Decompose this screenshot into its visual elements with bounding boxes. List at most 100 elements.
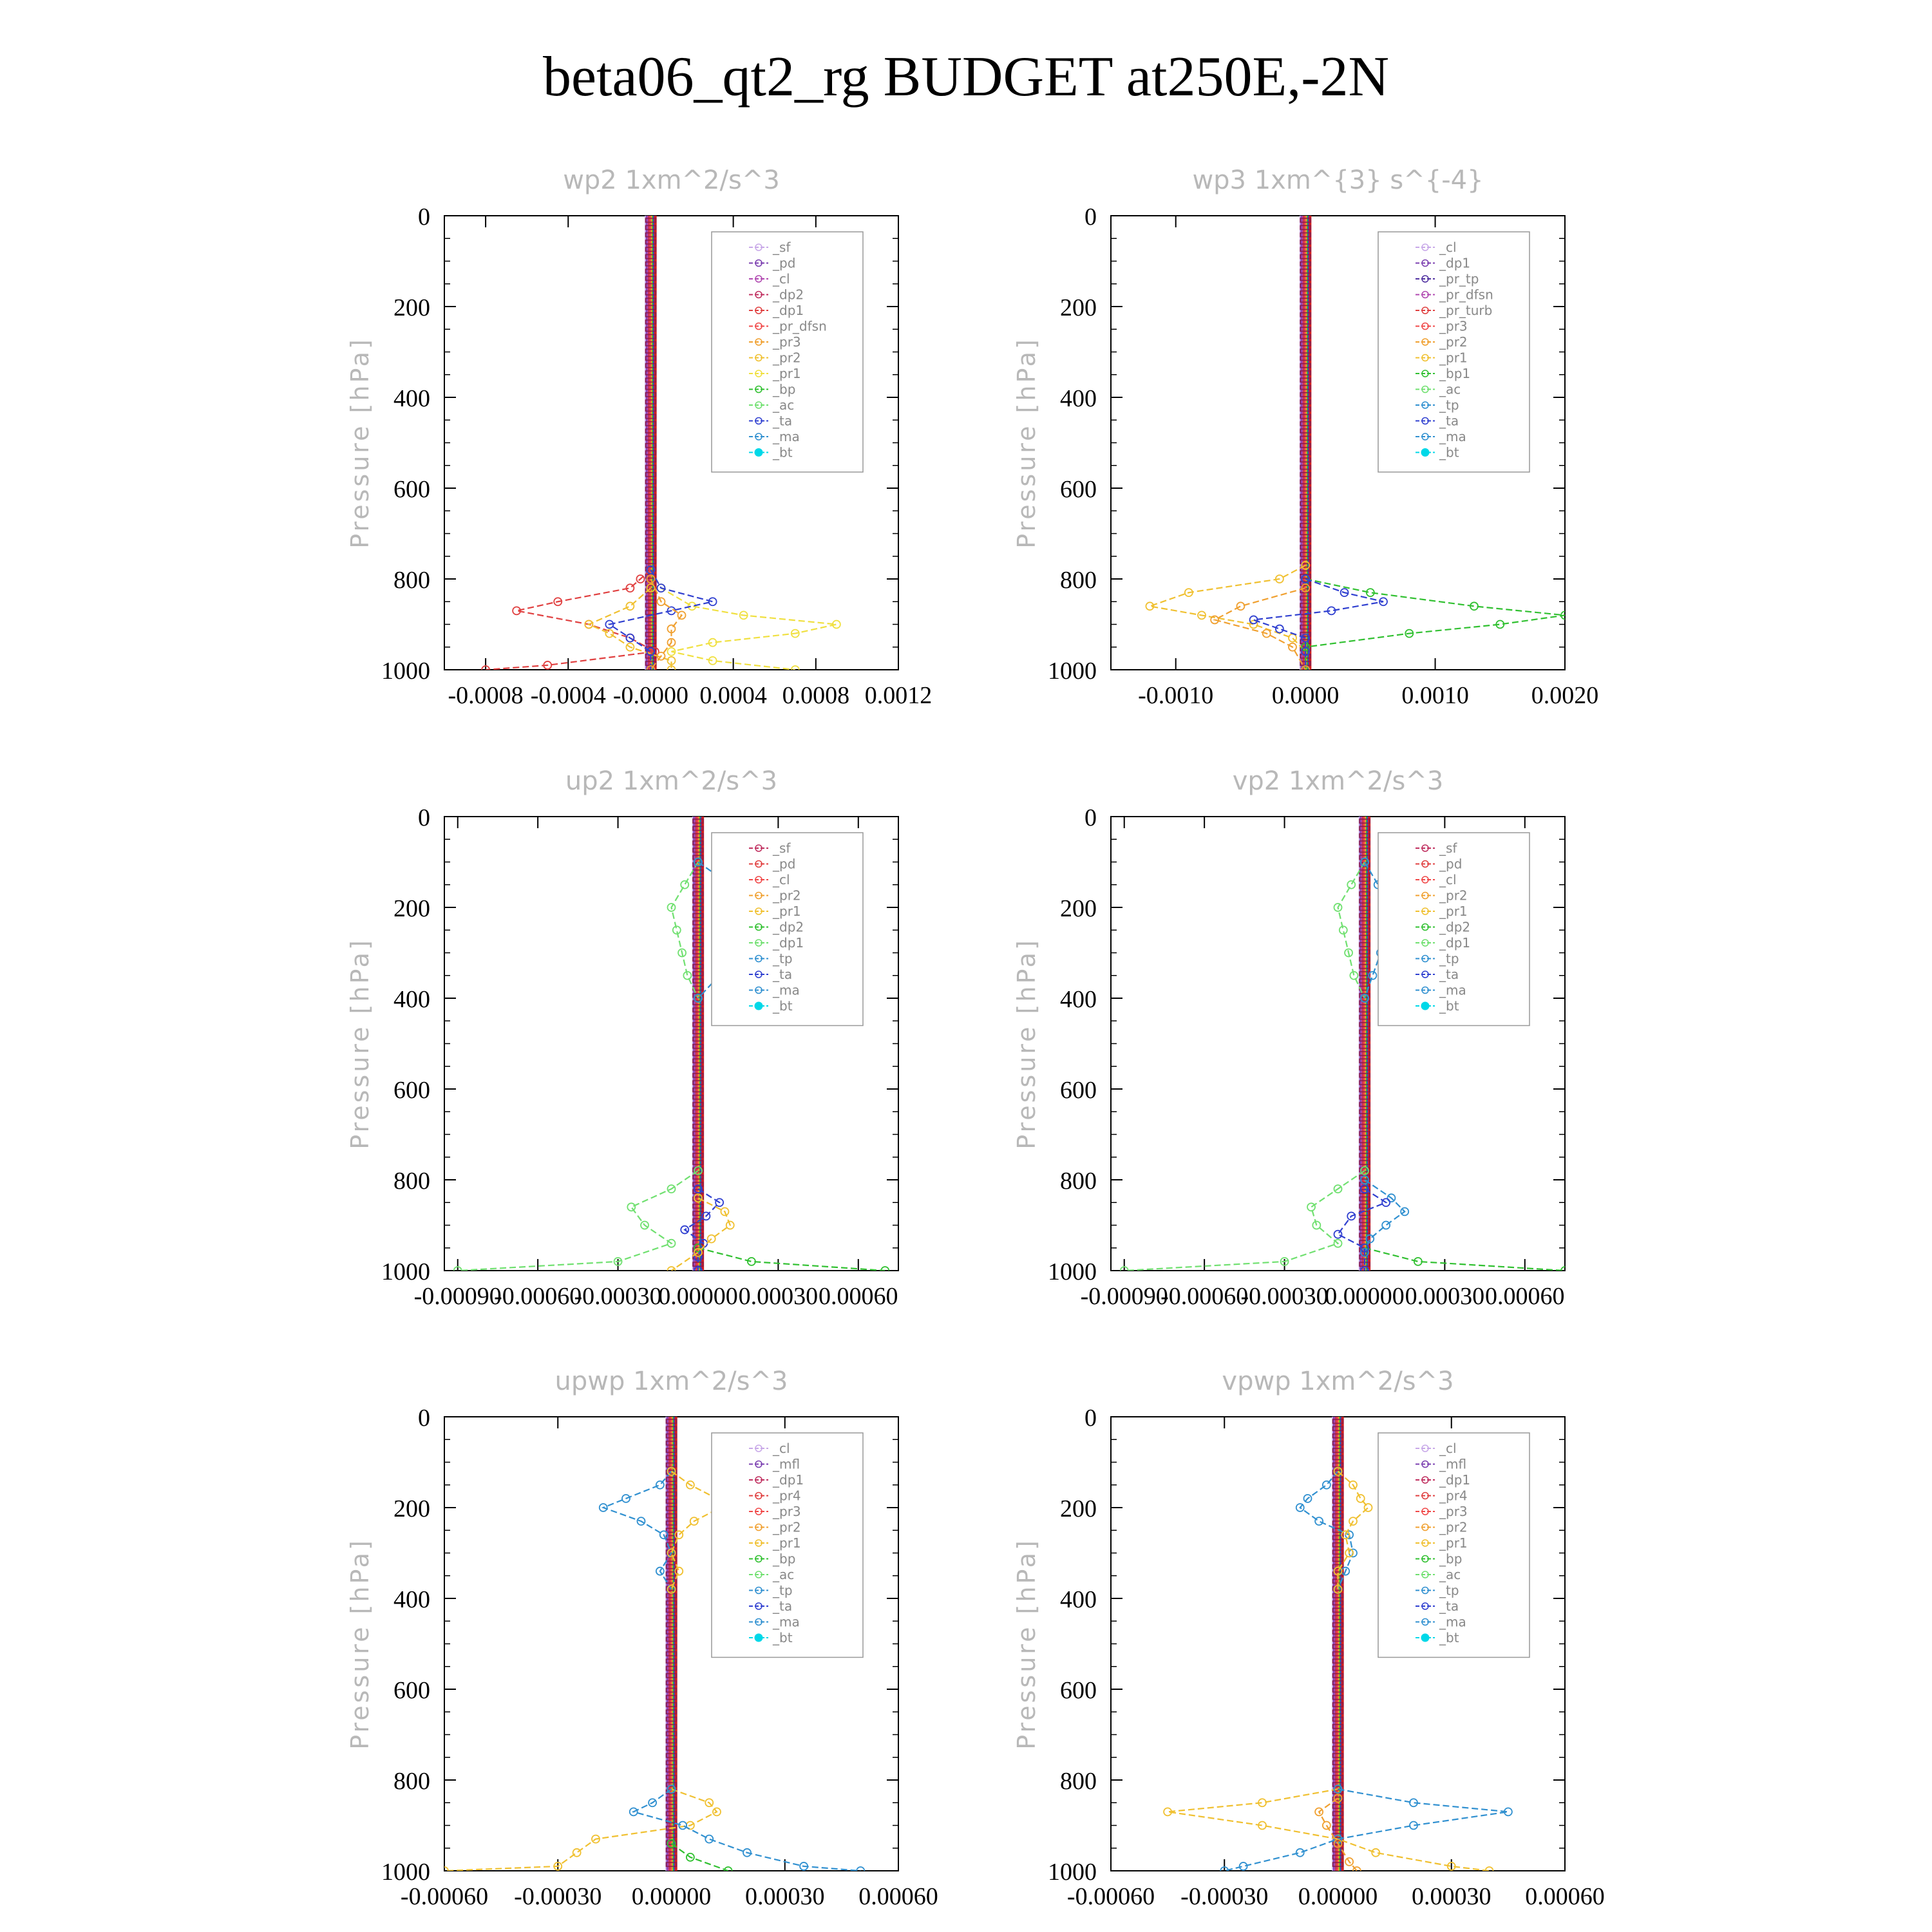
legend-label: _dp2: [1439, 920, 1470, 935]
zero-bundle-marker: [1359, 1065, 1370, 1071]
x-tick-label: 0.00060: [1525, 1883, 1605, 1910]
zero-bundle-marker: [665, 1767, 677, 1773]
zero-bundle-marker: [665, 1665, 677, 1671]
zero-bundle-marker: [645, 276, 657, 281]
chart-panel-6: vpwp 1xm^2/s^3 0 200 400 600 800 1000-0.00060-…: [1012, 1367, 1605, 1910]
zero-bundle-marker: [665, 1687, 677, 1693]
zero-bundle-marker: [645, 269, 657, 274]
y-tick-label: 0: [418, 1405, 430, 1432]
zero-bundle-marker: [1359, 1196, 1370, 1202]
legend-marker: [1421, 401, 1429, 409]
zero-bundle-marker: [1359, 891, 1370, 896]
series-point: [1301, 583, 1311, 592]
zero-bundle-marker: [665, 1600, 677, 1605]
series-point: [1495, 620, 1505, 629]
zero-bundle-marker: [692, 1007, 704, 1013]
legend-marker: [1421, 354, 1429, 362]
zero-bundle-marker: [665, 1862, 677, 1867]
series-point: [1345, 1548, 1354, 1558]
series-point: [625, 642, 635, 652]
zero-bundle-marker: [692, 1065, 704, 1071]
legend-marker: [755, 307, 762, 314]
y-tick-label: 800: [1060, 567, 1097, 594]
legend-label: _dp1: [772, 1472, 804, 1488]
legend-marker: [1421, 370, 1429, 377]
zero-bundle-marker: [692, 1160, 704, 1165]
zero-bundle-marker: [1332, 1665, 1344, 1671]
legend-label: _pr4: [1439, 1488, 1468, 1504]
legend-marker: [1421, 876, 1429, 884]
x-tick-label: -0.0004: [531, 682, 606, 709]
series-point: [1301, 665, 1311, 670]
zero-bundle-marker: [1332, 1775, 1344, 1780]
y-axis-label: Pressure [hPa]: [346, 938, 374, 1150]
legend: _cl_dp1_pr_tp_pr_dfsn_pr_turb_pr3_pr2_pr…: [1378, 231, 1530, 473]
series-line-ta: [683, 1188, 721, 1271]
zero-bundle-marker: [1300, 312, 1311, 317]
series-point: [672, 925, 681, 935]
zero-bundle-marker: [665, 1506, 677, 1511]
legend-label: _sf: [1439, 840, 1457, 856]
series-point: [1210, 615, 1220, 625]
zero-bundle-marker: [665, 1629, 677, 1634]
legend-label: _pr1: [772, 366, 801, 381]
series-point: [1347, 880, 1356, 889]
legend-marker: [755, 1571, 762, 1578]
legend-label: _ta: [1439, 1598, 1459, 1614]
zero-bundle-marker: [692, 942, 704, 947]
series-point: [646, 565, 656, 574]
y-tick-label: 800: [393, 567, 430, 594]
series-point: [1363, 1503, 1373, 1512]
zero-bundle-marker: [692, 1014, 704, 1020]
legend-marker: [1421, 1618, 1429, 1626]
series-point: [667, 638, 676, 647]
legend-marker: [755, 1618, 762, 1626]
series-point: [1345, 1857, 1354, 1866]
zero-bundle-marker: [1332, 1629, 1344, 1634]
zero-bundle-marker: [1332, 1557, 1344, 1562]
zero-bundle-marker: [1332, 1862, 1344, 1867]
zero-bundle-marker: [1359, 1218, 1370, 1224]
y-tick-label: 800: [1060, 1168, 1097, 1195]
zero-bundle-marker: [1332, 1477, 1344, 1482]
zero-bundle-marker: [645, 493, 657, 499]
zero-bundle-marker: [1332, 1811, 1344, 1816]
legend-marker: [755, 275, 762, 283]
series-point: [685, 1852, 695, 1862]
legend-marker: [1421, 1571, 1429, 1578]
legend-marker: [1421, 1602, 1429, 1610]
legend-marker: [755, 417, 762, 425]
plot-area: [444, 1417, 866, 1871]
zero-bundle-marker: [645, 247, 657, 252]
series-point: [790, 665, 800, 670]
series-line-tp: [1224, 1788, 1509, 1871]
legend-marker: [754, 1633, 763, 1642]
zero-bundle-marker: [1359, 848, 1370, 853]
zero-bundle-marker: [645, 240, 657, 245]
chart-panel-1: wp2 1xm^2/s^3 0 200 400 600 800 1000 -0.0008 -0.…: [346, 166, 932, 709]
series-point: [1344, 948, 1353, 958]
series-point: [1280, 1257, 1289, 1266]
legend-marker: [755, 907, 762, 915]
zero-bundle-marker: [645, 334, 657, 339]
legend-marker: [755, 338, 762, 346]
legend-marker: [755, 259, 762, 267]
series-point: [1360, 1266, 1369, 1271]
series-point: [1381, 1220, 1391, 1230]
zero-bundle-marker: [1359, 1131, 1370, 1136]
legend-box: [1378, 832, 1530, 1027]
legend-label: _pr_dfsn: [1439, 287, 1493, 303]
zero-bundle-marker: [1300, 254, 1311, 260]
zero-bundle-marker: [665, 1658, 677, 1664]
zero-bundle-marker: [1332, 1549, 1344, 1555]
series-point: [625, 633, 635, 643]
zero-bundle-marker: [1300, 493, 1311, 499]
legend-label: _pr1: [772, 1535, 801, 1551]
zero-bundle-marker: [645, 479, 657, 484]
x-tick-label: 0.00060: [1485, 1283, 1565, 1310]
series-point: [1301, 647, 1311, 656]
series-line-tp: [631, 1788, 861, 1871]
series-point: [694, 1184, 703, 1193]
zero-bundle-marker: [1332, 1716, 1344, 1722]
legend-marker: [1421, 307, 1429, 314]
